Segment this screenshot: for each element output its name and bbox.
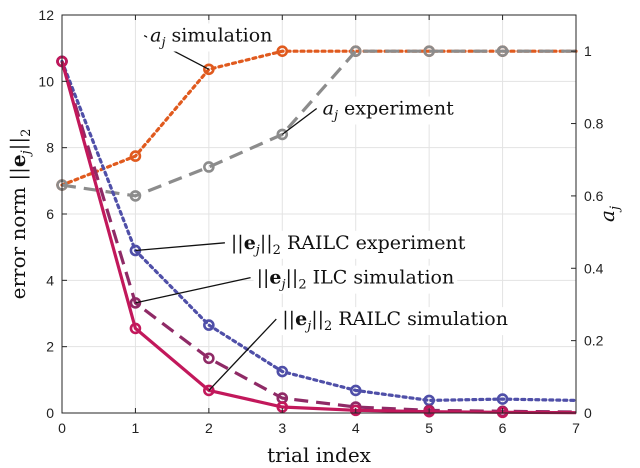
- data-point: [129, 297, 142, 309]
- data-point: [349, 404, 362, 417]
- annotation-label: aj​ experiment: [323, 98, 454, 124]
- x-tick-label: 0: [58, 420, 66, 436]
- x-axis-label: trial index: [267, 443, 372, 467]
- annotation-background: [227, 230, 469, 259]
- series-line: [60, 49, 578, 187]
- y-left-tick-label: 6: [46, 206, 54, 222]
- x-tick-label: 5: [425, 420, 433, 436]
- data-point: [349, 384, 362, 397]
- annotation-leader: [281, 107, 318, 135]
- annotation-label: ||ej||2​ RAILC simulation: [282, 308, 508, 334]
- y-right-tick-label: 0: [584, 405, 592, 421]
- data-point: [203, 352, 215, 365]
- data-point: [129, 190, 142, 202]
- y-right-tick-label: 1: [584, 43, 592, 59]
- series-line: [60, 59, 578, 403]
- data-point: [203, 384, 215, 397]
- annotation-background: [319, 96, 458, 125]
- data-point: [496, 45, 509, 57]
- y-left-tick-label: 2: [46, 339, 54, 355]
- y-left-tick-label: 0: [46, 405, 54, 421]
- data-point: [203, 63, 215, 76]
- series-layer: [56, 45, 578, 419]
- annotation-3: ||ej||2​ ILC simulation: [135, 265, 458, 304]
- annotations: aj​ simulation aj​ experiment ||ej||2​ RAI…: [135, 23, 511, 391]
- y-right-tick-label: 0.6: [584, 188, 604, 204]
- annotation-label: ||ej||2​ RAILC experiment: [231, 232, 466, 258]
- y-right-tick-label: 0.8: [584, 116, 604, 132]
- y-left-tick-label: 4: [46, 272, 54, 288]
- annotation-0: aj​ simulation: [143, 23, 276, 70]
- data-point: [423, 45, 435, 57]
- data-point: [496, 406, 509, 419]
- y-left-tick-label: 8: [46, 140, 54, 156]
- grid: [61, 14, 577, 414]
- x-tick-label: 7: [572, 420, 580, 436]
- annotation-leader: [135, 242, 225, 252]
- x-tick-label: 6: [499, 420, 507, 436]
- annotation-leader: [135, 277, 251, 304]
- data-point: [349, 45, 362, 57]
- series-line: [60, 60, 577, 415]
- y-right-tick-label: 0.4: [584, 260, 604, 276]
- annotation-background: [147, 23, 276, 52]
- x-tick-label: 2: [205, 420, 213, 436]
- data-point: [203, 161, 215, 173]
- y-left-axis-label: error norm ||ej||2​: [6, 129, 34, 300]
- annotation-leader: [208, 318, 277, 391]
- data-point: [496, 393, 509, 405]
- data-point: [276, 45, 289, 57]
- y-right-tick-label: 0.2: [584, 333, 604, 349]
- y-left-tick-label: 12: [38, 7, 54, 23]
- annotation-background: [253, 265, 458, 294]
- y-left-tick-label: 10: [38, 73, 54, 89]
- x-tick-label: 3: [278, 420, 286, 436]
- annotation-4: ||ej||2​ RAILC simulation: [208, 307, 511, 391]
- y-right-axis-label: aj​: [595, 206, 623, 222]
- x-tick-label: 4: [352, 420, 360, 436]
- annotation-background: [279, 307, 511, 336]
- annotation-label: ||ej||2​ ILC simulation: [257, 267, 455, 293]
- data-point: [276, 365, 289, 378]
- data-point: [129, 322, 142, 335]
- data-point: [423, 405, 435, 418]
- series-line: [60, 60, 577, 414]
- data-point: [276, 128, 289, 141]
- data-point: [203, 319, 215, 331]
- annotation-1: aj​ experiment: [281, 96, 458, 135]
- series-line: [61, 49, 576, 198]
- annotation-2: ||ej||2​ RAILC experiment: [135, 230, 469, 259]
- data-point: [129, 150, 142, 162]
- x-tick-label: 1: [132, 420, 140, 436]
- annotation-label: aj​ simulation: [150, 25, 272, 51]
